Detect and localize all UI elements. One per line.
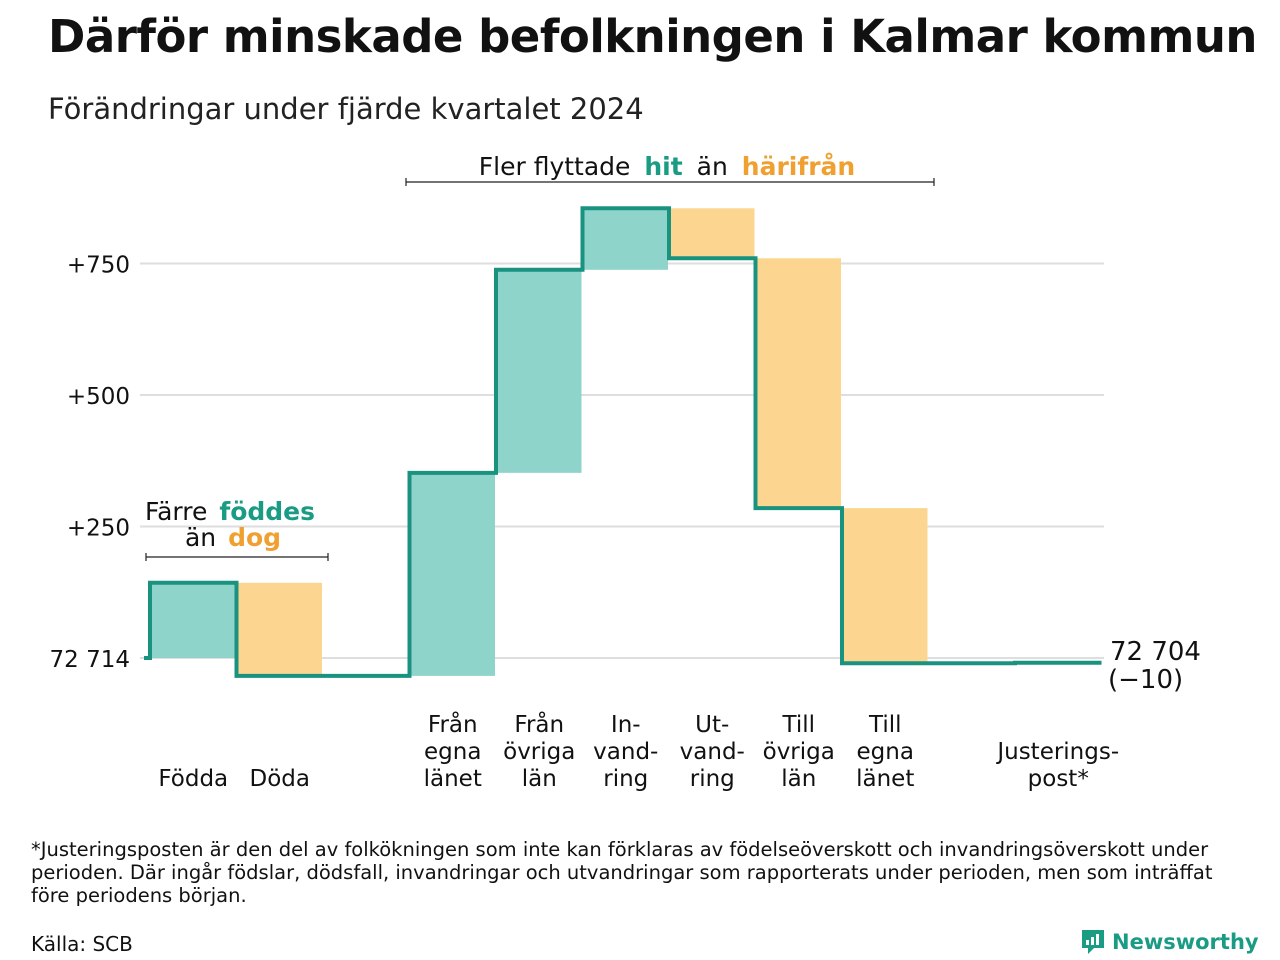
x-label-5-2: ring xyxy=(603,766,648,792)
y-tick-label-2: +500 xyxy=(67,384,130,410)
bars xyxy=(151,208,928,676)
bar-8 xyxy=(843,508,928,664)
bar-6 xyxy=(670,208,755,259)
bar-5 xyxy=(583,208,668,270)
chart-subtitle: Förändringar under fjärde kvartalet 2024 xyxy=(48,92,644,126)
x-axis-category-labels: Födda DödaFrånegnalänetFrånövrigalänIn-va… xyxy=(158,710,1119,792)
x-label-8-0: Till xyxy=(868,712,902,738)
migration-prefix: Fler flyttade xyxy=(479,152,631,181)
x-label-4-0: Från xyxy=(514,710,564,738)
migration-annotation: Fler flyttade hit än härifrån xyxy=(405,152,935,186)
y-tick-label-1: +250 xyxy=(67,516,130,542)
source-label: Källa: SCB xyxy=(31,932,133,956)
x-label-6-0: Ut- xyxy=(695,712,729,738)
bar-0 xyxy=(151,582,236,658)
y-axis-tick-labels: 72 714 +250 +500 +750 xyxy=(50,253,130,674)
births-line2-prefix: än xyxy=(185,523,216,552)
footnote: *Justeringsposten är den del av folkökni… xyxy=(31,838,1213,907)
x-label-8-2: länet xyxy=(856,766,914,792)
brand: Newsworthy xyxy=(1080,928,1259,956)
x-label-1-0: Döda xyxy=(250,766,310,792)
migration-hit: hit xyxy=(644,152,682,181)
x-label-7-1: övriga xyxy=(763,739,835,765)
births-line1-prefix: Färre xyxy=(145,497,207,526)
x-label-10-1: post* xyxy=(1028,766,1089,792)
migration-annotation-text: Fler flyttade hit än härifrån xyxy=(479,152,855,181)
end-value-label: 72 704 xyxy=(1110,637,1201,667)
bar-4 xyxy=(497,269,582,473)
births-line2-word: dog xyxy=(228,523,281,552)
x-label-10-0: Justerings- xyxy=(995,739,1119,765)
x-label-7-0: Till xyxy=(781,712,815,738)
x-label-4-2: län xyxy=(522,766,557,792)
bar-7 xyxy=(756,258,841,509)
running-total-line xyxy=(144,206,1102,678)
waterfall-chart: 72 714+250+500+750 Födda DödaFrånegnaläne… xyxy=(50,152,1201,792)
births-line1-word: föddes xyxy=(219,497,315,526)
bar-3 xyxy=(410,472,495,676)
x-label-5-1: vand- xyxy=(593,739,658,765)
births-annotation: Färre föddes än dog xyxy=(145,497,329,561)
x-label-3-2: länet xyxy=(424,766,482,792)
migration-harifran: härifrån xyxy=(742,152,855,181)
x-label-8-1: egna xyxy=(857,739,914,765)
births-line2: än dog xyxy=(185,523,281,552)
newsworthy-logo-icon xyxy=(1082,930,1104,954)
brand-name: Newsworthy xyxy=(1112,930,1259,954)
x-label-4-1: övriga xyxy=(503,739,575,765)
births-line1: Färre föddes xyxy=(145,497,315,526)
x-label-6-2: ring xyxy=(690,766,735,792)
x-label-3-1: egna xyxy=(424,739,481,765)
migration-middle: än xyxy=(697,152,728,181)
x-label-0-0: Födda xyxy=(158,766,228,792)
x-label-6-1: vand- xyxy=(680,739,745,765)
chart-title: Därför minskade befolkningen i Kalmar ko… xyxy=(48,10,1257,63)
bar-1 xyxy=(237,582,322,676)
x-label-5-0: In- xyxy=(611,712,641,738)
x-label-7-2: län xyxy=(781,766,816,792)
x-label-3-0: Från xyxy=(428,710,478,738)
y-tick-label-0: 72 714 xyxy=(50,647,130,673)
y-tick-label-3: +750 xyxy=(67,253,130,279)
end-change-label: (−10) xyxy=(1108,665,1183,695)
